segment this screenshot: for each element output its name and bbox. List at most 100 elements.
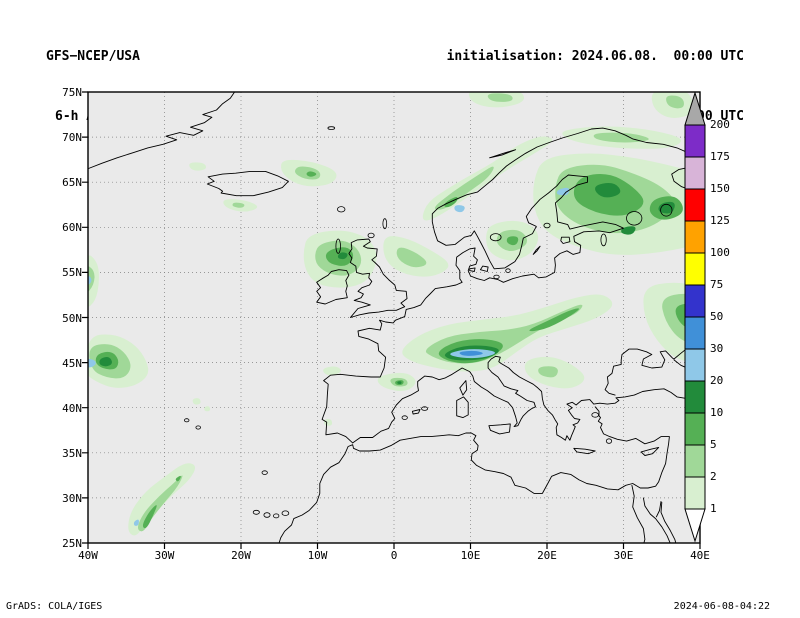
- model-name: GFS−NCEP/USA: [46, 49, 140, 64]
- coastline: [642, 497, 671, 543]
- lake: [489, 233, 502, 242]
- axis-ticks: [82, 91, 701, 549]
- precip-shading: [99, 357, 112, 367]
- island: [543, 222, 551, 229]
- coastline: [88, 92, 236, 170]
- colorbar-segment: [684, 252, 706, 286]
- island: [195, 425, 201, 430]
- precip-shading: [306, 171, 317, 177]
- precip-shading: [556, 187, 570, 196]
- precip-shading: [189, 162, 207, 171]
- precip-shading: [666, 95, 684, 109]
- colorbar-segment: [684, 412, 706, 446]
- lake: [660, 203, 673, 217]
- colorbar-top-arrow: [684, 91, 706, 126]
- lon-label-10E: 10E: [460, 549, 481, 562]
- lat-label-35N: 35N: [62, 446, 82, 460]
- colorbar-segment: [684, 380, 706, 414]
- lat-label-60N: 60N: [62, 221, 82, 235]
- colorbar-label-125: 125: [710, 214, 730, 227]
- precip-shading: [232, 202, 245, 208]
- island: [382, 218, 388, 230]
- coastline: [655, 501, 662, 518]
- precip-shading: [397, 381, 402, 385]
- colorbar-label-10: 10: [710, 406, 724, 419]
- colorbar-segment: [684, 444, 706, 478]
- precip-shading: [595, 182, 621, 198]
- lon-label-40W: 40W: [78, 549, 98, 562]
- coastline: [321, 127, 700, 444]
- colorbar-segment: [684, 156, 706, 190]
- coastline: [456, 396, 469, 419]
- island: [263, 512, 271, 518]
- island: [335, 238, 341, 254]
- lat-label-50N: 50N: [62, 311, 82, 325]
- precip-shading: [434, 166, 494, 210]
- precip-shading: [658, 201, 675, 214]
- colorbar-bottom-arrow: [684, 508, 706, 543]
- coastline: [631, 484, 646, 543]
- island: [261, 470, 268, 475]
- lon-label-30W: 30W: [154, 549, 175, 562]
- island: [367, 232, 375, 239]
- colorbar-segment: [684, 220, 706, 254]
- coastline: [640, 446, 660, 456]
- precip-shading: [133, 519, 139, 526]
- colorbar-segment: [684, 316, 706, 350]
- precip-shading: [538, 366, 558, 378]
- island: [327, 126, 336, 130]
- precip-shading: [337, 252, 348, 260]
- island: [605, 438, 613, 444]
- precip-shading: [487, 93, 513, 102]
- precip-shading: [593, 132, 649, 143]
- precip-shading: [323, 366, 341, 376]
- precip-shading: [204, 406, 211, 412]
- coastline: [411, 409, 421, 415]
- colorbar-label-75: 75: [710, 278, 724, 291]
- precip-shading: [323, 418, 333, 426]
- colorbar-label-30: 30: [710, 342, 724, 355]
- coastline: [469, 267, 476, 272]
- coastline: [488, 423, 511, 435]
- lon-label-20W: 20W: [231, 549, 251, 562]
- map-plot-area: [78, 82, 710, 553]
- island: [281, 510, 290, 516]
- island: [591, 412, 600, 418]
- coastline: [278, 406, 670, 543]
- precip-shading: [142, 505, 157, 529]
- coastline: [316, 269, 350, 305]
- init-time-line: initialisation: 2024.06.08. 00:00 UTC: [446, 49, 744, 64]
- island: [183, 418, 190, 423]
- lat-label-65N: 65N: [62, 176, 82, 190]
- coastline: [604, 342, 700, 396]
- lat-label-40N: 40N: [62, 401, 82, 415]
- island: [493, 274, 500, 280]
- colorbar-label-20: 20: [710, 374, 724, 387]
- colorbar-legend: [684, 91, 708, 544]
- island: [273, 513, 280, 519]
- precip-shading: [459, 350, 483, 356]
- precip-shading: [396, 247, 427, 268]
- island: [336, 206, 346, 213]
- lat-label-75N: 75N: [62, 86, 82, 99]
- colorbar-label-1: 1: [710, 502, 717, 515]
- coastline: [348, 238, 408, 318]
- colorbar-label-150: 150: [710, 182, 730, 195]
- colorbar-segment: [684, 348, 706, 382]
- lon-label-10W: 10W: [307, 549, 328, 562]
- coastline: [489, 149, 517, 159]
- lake: [600, 233, 607, 247]
- precip-shading: [192, 398, 201, 405]
- colorbar-label-175: 175: [710, 150, 730, 163]
- coastline: [560, 236, 571, 244]
- precip-shading: [175, 475, 181, 482]
- colorbar-segment: [684, 188, 706, 222]
- coastline: [459, 380, 468, 396]
- precip-shading: [529, 308, 580, 332]
- colorbar-label-2: 2: [710, 470, 717, 483]
- lat-label-30N: 30N: [62, 491, 82, 505]
- precip-shading: [621, 226, 636, 235]
- coastline: [206, 170, 289, 197]
- island: [505, 268, 511, 273]
